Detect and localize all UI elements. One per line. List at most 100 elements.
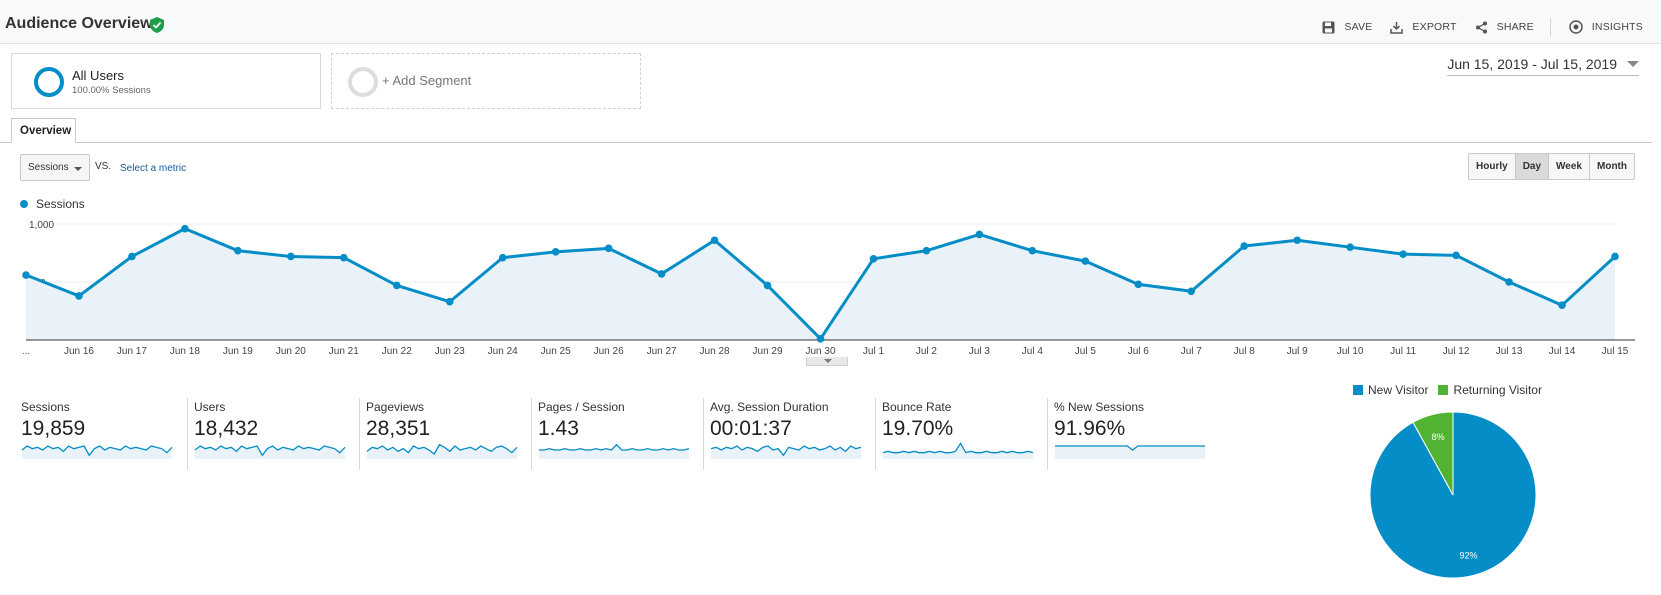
share-icon [1475,21,1487,33]
scorecard-value: 00:01:37 [710,417,792,440]
pie-slice-label: 92% [1459,550,1477,560]
sessions-legend-label: Sessions [36,197,85,211]
x-tick-label: Jul 11 [1390,346,1416,357]
period-hourly-button[interactable]: Hourly [1476,161,1508,172]
sessions-point[interactable] [975,230,984,239]
sessions-point[interactable] [1028,246,1037,255]
sessions-point[interactable] [1346,243,1354,251]
sessions-point[interactable] [445,297,454,306]
sessions-point[interactable] [340,253,348,262]
sessions-point[interactable] [1558,301,1566,309]
sessions-point[interactable] [1505,278,1513,286]
sessions-point[interactable] [551,248,560,256]
scorecard-pages-session[interactable]: Pages / Session 1.43 [531,398,703,470]
sparkline-area [22,446,172,459]
sessions-point[interactable] [657,270,666,278]
export-label: EXPORT [1412,21,1457,33]
sessions-point[interactable] [763,281,772,290]
sessions-point[interactable] [287,252,295,261]
chevron-down-icon [1627,61,1639,67]
insights-label: INSIGHTS [1591,21,1643,33]
scorecard-label: Pages / Session [538,400,625,414]
x-tick-label: Jun 17 [117,346,147,357]
sessions-point[interactable] [1293,236,1301,245]
scorecard-value: 18,432 [194,417,259,440]
sessions-point[interactable] [1452,251,1460,260]
tab-divider [0,142,1652,143]
x-tick-label: Jun 24 [488,346,518,357]
sessions-point[interactable] [234,246,242,255]
scorecard-value: 19,859 [21,417,86,440]
sessions-point[interactable] [181,224,189,233]
sessions-point[interactable] [75,292,83,300]
scorecard-sessions[interactable]: Sessions 19,859 [15,398,187,470]
scorecard-avg-session-duration[interactable]: Avg. Session Duration 00:01:37 [703,398,875,470]
sessions-area [26,228,1615,340]
report-toolbar: SAVE EXPORT SHARE INSIGHTS [1304,18,1643,36]
period-day-button[interactable]: Day [1514,154,1549,179]
sessions-point[interactable] [1081,257,1090,265]
legend-returning-visitor-label: Returning Visitor [1453,383,1542,397]
returning-visitor-swatch [1438,385,1449,395]
page-title: Audience Overview [5,15,153,32]
sparkline-area [539,444,689,459]
sessions-point[interactable] [1240,242,1249,250]
x-tick-label: ... [22,346,30,357]
scorecard-label: Users [194,400,226,414]
new-visitor-swatch [1353,385,1363,395]
segment-subtitle: 100.00% Sessions [72,85,151,96]
sessions-point[interactable] [1187,287,1196,296]
sessions-point[interactable] [392,281,401,290]
scorecard-new-sessions[interactable]: % New Sessions 91.96% [1047,398,1219,470]
add-segment-label: + Add Segment [382,73,472,88]
export-button[interactable]: EXPORT [1390,21,1456,34]
sessions-point[interactable] [1611,252,1619,261]
sessions-point[interactable] [604,244,613,253]
insights-button[interactable]: INSIGHTS [1569,20,1643,34]
scorecard-value: 28,351 [366,417,431,440]
sessions-point[interactable] [1134,280,1143,289]
period-week-button[interactable]: Week [1548,154,1589,179]
top-bar: Audience Overview SAVE EXPORT SHARE INSI… [0,0,1661,44]
sessions-point[interactable] [22,271,30,279]
x-tick-label: Jul 9 [1287,346,1309,357]
sessions-point[interactable] [869,255,878,263]
sessions-point[interactable] [498,253,507,262]
metric-dropdown[interactable]: Sessions [20,154,90,181]
period-month-button[interactable]: Month [1589,154,1634,179]
sessions-point[interactable] [816,335,825,343]
scorecard-users[interactable]: Users 18,432 [187,398,359,470]
scorecard-label: Bounce Rate [882,400,952,414]
sparkline [1055,445,1205,459]
visitor-pie-chart: 92% 8% [1369,411,1537,579]
x-tick-label: Jul 5 [1075,346,1097,357]
add-segment-button[interactable]: + Add Segment [331,53,641,109]
sessions-point[interactable] [710,236,719,245]
sessions-point[interactable] [922,246,931,255]
metric-dropdown-value: Sessions [28,162,69,173]
date-range-picker[interactable]: Jun 15, 2019 - Jul 15, 2019 [1447,56,1639,76]
tab-overview[interactable]: Overview [11,118,76,143]
select-metric-link[interactable]: Select a metric [120,163,187,174]
scorecard-pageviews[interactable]: Pageviews 28,351 [359,398,531,470]
sparkline-line [539,443,690,451]
scorecard-bounce-rate[interactable]: Bounce Rate 19.70% [875,398,1047,470]
pie-slice-returning-visitor[interactable] [1412,411,1454,496]
chart-collapse-handle[interactable] [806,357,848,366]
sessions-point[interactable] [1399,250,1407,258]
insights-icon [1569,20,1583,34]
save-label: SAVE [1344,21,1373,33]
segment-all-users[interactable]: All Users 100.00% Sessions [11,53,321,109]
sparkline [882,442,1034,459]
sparkline [710,445,862,459]
share-button[interactable]: SHARE [1475,21,1534,34]
x-tick-label: Jun 21 [329,346,359,357]
x-tick-label: Jun 20 [276,346,306,357]
x-tick-label: Jul 13 [1496,346,1523,357]
x-tick-label: Jul 4 [1022,346,1044,357]
sessions-point[interactable] [128,252,136,261]
sparkline-line [710,445,862,457]
save-button[interactable]: SAVE [1322,21,1372,34]
sparkline-area [883,443,1033,459]
scorecard-label: Pageviews [366,400,425,414]
